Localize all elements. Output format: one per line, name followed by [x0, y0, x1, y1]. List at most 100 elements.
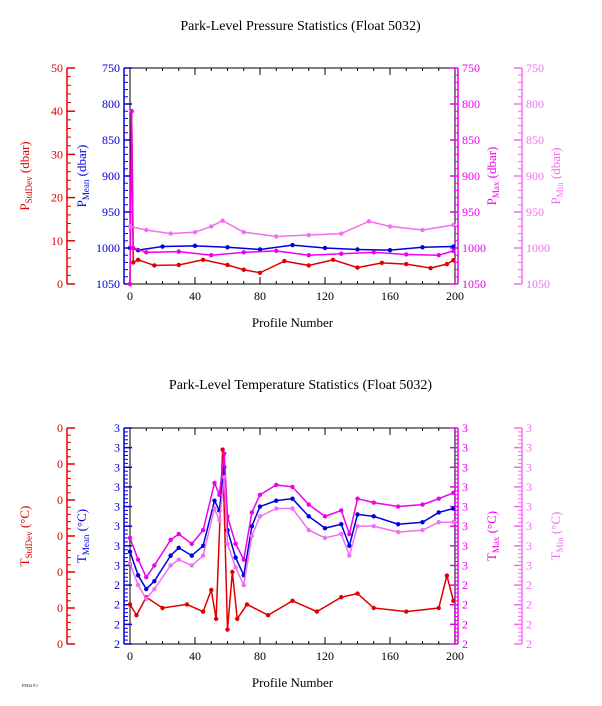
stddev-tick-label: 20	[51, 191, 63, 205]
stddev-series-point	[135, 257, 141, 263]
min-tick-label: 1000	[526, 241, 550, 255]
mean-series-point	[135, 573, 141, 578]
x-tick-label: 200	[446, 289, 464, 303]
max-tick-label: 3	[462, 441, 468, 455]
min-series-point	[290, 506, 295, 511]
stddev-series-point	[355, 591, 360, 596]
mean-axis-label-sub: Mean	[81, 534, 91, 555]
mean-axis-label-unit: (dbar)	[74, 145, 89, 180]
max-tick-label: 850	[462, 133, 480, 147]
min-axis-label-unit: (dbar)	[548, 147, 563, 182]
stddev-tick-label: 0	[57, 529, 63, 543]
min-tick-label: 2	[526, 637, 532, 651]
min-tick-label: 1050	[526, 277, 550, 291]
max-axis-label: PMax (dbar)	[484, 147, 501, 206]
min-tick-label: 3	[526, 500, 532, 514]
min-series-point	[192, 229, 198, 235]
mean-series-point	[420, 245, 425, 250]
min-series-point	[339, 231, 344, 236]
max-tick-label: 750	[462, 61, 480, 75]
max-series-point	[274, 482, 279, 488]
max-series-point	[168, 537, 173, 543]
min-tick-label: 950	[526, 205, 544, 219]
mean-series-point	[233, 555, 238, 560]
max-series-point	[306, 502, 311, 507]
mean-series-point	[451, 244, 456, 249]
mean-tick-label: 3	[114, 539, 120, 553]
mean-series-point	[290, 242, 295, 248]
mean-axis-label: TMean (°C)	[74, 509, 91, 563]
min-series-point	[249, 533, 255, 539]
stddev-series-point	[225, 627, 230, 632]
stddev-axis-label-unit: (°C)	[17, 506, 32, 532]
max-series-point	[176, 249, 181, 254]
stddev-axis-label: TStdDev (°C)	[17, 506, 34, 567]
min-tick-label: 3	[526, 441, 532, 455]
mean-axis-label-unit: (°C)	[74, 509, 89, 535]
stddev-series-point	[282, 258, 287, 264]
mean-tick-label: 1050	[96, 277, 120, 291]
mean-series-point	[371, 514, 376, 519]
min-tick-label: 2	[526, 617, 532, 631]
min-series-line	[129, 219, 454, 238]
max-series-point	[306, 253, 311, 258]
max-tick-label: 800	[462, 97, 480, 111]
max-tick-label: 950	[462, 205, 480, 219]
mean-series-point	[347, 543, 352, 549]
min-series-point	[451, 520, 456, 525]
stddev-tick-label: 0	[57, 601, 63, 615]
x-tick-label: 40	[189, 649, 201, 663]
min-series-point	[395, 529, 401, 535]
mean-series-line	[129, 467, 454, 591]
pressure-chart: Park-Level Pressure Statistics (Float 50…	[17, 19, 565, 330]
mean-tick-label: 3	[114, 441, 120, 455]
max-series-point	[371, 250, 376, 255]
min-series-point	[241, 582, 246, 588]
mean-series-point	[212, 498, 217, 503]
mean-tick-label: 950	[102, 205, 120, 219]
mean-series-point	[355, 512, 360, 517]
mean-series-point	[257, 504, 263, 509]
min-series-point	[135, 582, 141, 588]
min-series-point	[212, 506, 217, 511]
min-axis-label: PMin (dbar)	[548, 147, 565, 204]
stddev-series-point	[200, 257, 206, 263]
mean-series-point	[152, 578, 157, 584]
stddev-series-point	[127, 602, 133, 607]
max-tick-label: 2	[462, 578, 468, 592]
mean-series-point	[168, 553, 173, 558]
stddev-series-line	[129, 111, 454, 285]
mean-tick-label: 850	[102, 133, 120, 147]
max-series-point	[371, 500, 376, 505]
max-series-point	[127, 281, 133, 287]
mean-axis-label-main: T	[74, 555, 89, 563]
max-series-point	[212, 480, 217, 486]
min-tick-label: 3	[526, 421, 532, 435]
max-axis-label: TMax (°C)	[484, 511, 501, 561]
max-axis-label-sub: Max	[491, 536, 501, 553]
x-axis-label: Profile Number	[252, 675, 334, 690]
max-axis-label-main: T	[484, 553, 499, 561]
mean-series-line	[129, 244, 454, 251]
mean-series-point	[257, 247, 263, 252]
chart-title: Park-Level Temperature Statistics (Float…	[169, 378, 432, 393]
min-tick-label: 900	[526, 169, 544, 183]
mean-tick-label: 2	[114, 598, 120, 612]
mean-series-point	[436, 510, 441, 515]
stddev-axis-label-main: P	[17, 203, 32, 210]
mean-tick-label: 2	[114, 637, 120, 651]
min-series-point	[209, 224, 214, 229]
mean-tick-label: 2	[114, 617, 120, 631]
x-tick-label: 80	[254, 649, 266, 663]
max-series-point	[127, 535, 133, 541]
x-tick-label: 0	[127, 289, 133, 303]
min-series-point	[366, 219, 372, 224]
stddev-series-point	[444, 261, 450, 267]
min-series-point	[225, 541, 230, 547]
stddev-series-point	[404, 609, 409, 614]
stddev-series-point	[200, 609, 206, 614]
max-tick-label: 3	[462, 539, 468, 553]
max-series-point	[290, 484, 295, 490]
max-series-point	[176, 531, 181, 537]
